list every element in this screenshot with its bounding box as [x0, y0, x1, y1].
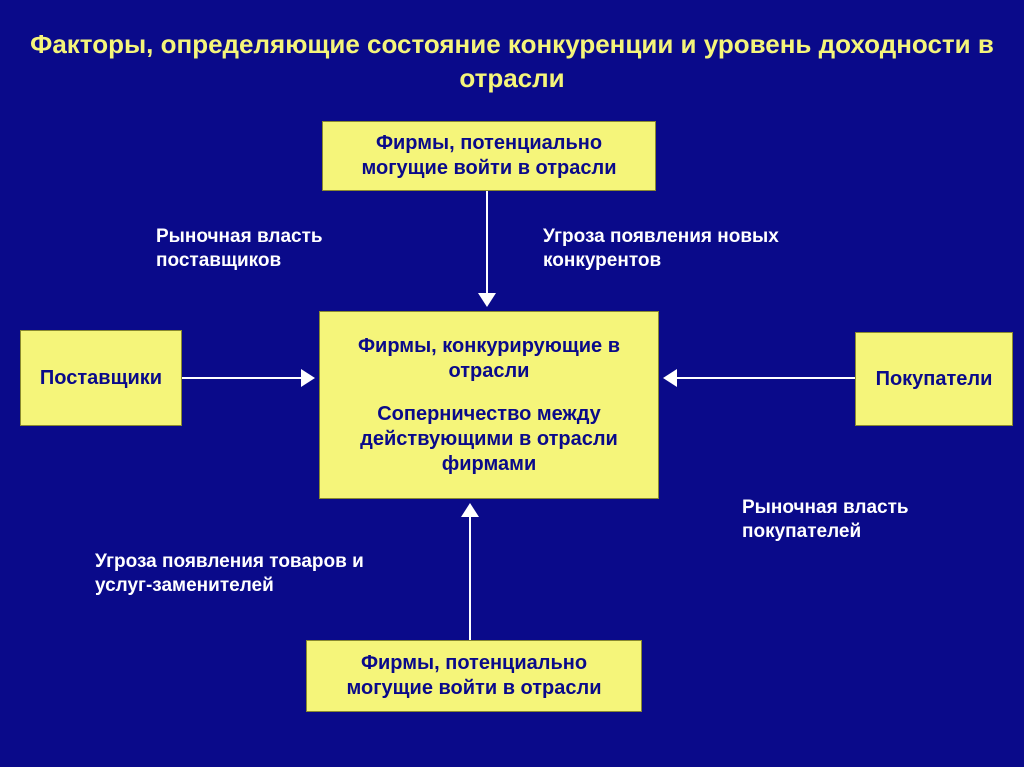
box-bottom-text: Фирмы, потенциально могущие войти в отра… [317, 651, 631, 701]
box-left-text: Поставщики [40, 366, 162, 391]
box-top-text: Фирмы, потенциально могущие войти в отра… [333, 131, 645, 181]
arrow-line [675, 377, 855, 379]
page-title: Факторы, определяющие состояние конкурен… [0, 0, 1024, 96]
box-industry-rivalry: Фирмы, конкурирующие в отрасли Соперниче… [319, 311, 659, 499]
label-supplier-power: Рыночная власть поставщиков [156, 225, 336, 273]
arrow-head-icon [301, 369, 315, 387]
arrow-head-icon [478, 293, 496, 307]
box-center-text1: Фирмы, конкурирующие в отрасли [330, 334, 648, 384]
box-buyers: Покупатели [855, 332, 1013, 426]
label-buyer-power: Рыночная власть покупателей [742, 496, 992, 544]
box-right-text: Покупатели [876, 367, 993, 392]
box-suppliers: Поставщики [20, 330, 182, 426]
arrow-head-icon [461, 503, 479, 517]
label-substitutes-threat: Угроза появления товаров и услуг-заменит… [95, 550, 395, 598]
arrow-line [486, 191, 488, 295]
box-new-entrants-bottom: Фирмы, потенциально могущие войти в отра… [306, 640, 642, 712]
box-new-entrants-top: Фирмы, потенциально могущие войти в отра… [322, 121, 656, 191]
label-new-entrants-threat: Угроза появления новых конкурентов [543, 225, 813, 273]
arrow-line [182, 377, 303, 379]
arrow-head-icon [663, 369, 677, 387]
arrow-line [469, 515, 471, 640]
box-center-text2: Соперничество между действующими в отрас… [330, 402, 648, 477]
